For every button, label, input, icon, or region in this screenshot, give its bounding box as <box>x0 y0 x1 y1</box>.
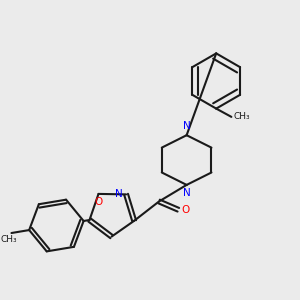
Text: N: N <box>183 121 190 131</box>
Text: O: O <box>94 197 103 207</box>
Text: N: N <box>116 189 123 200</box>
Text: CH₃: CH₃ <box>0 235 17 244</box>
Text: O: O <box>181 205 190 215</box>
Text: CH₃: CH₃ <box>233 112 250 122</box>
Text: N: N <box>183 188 190 198</box>
